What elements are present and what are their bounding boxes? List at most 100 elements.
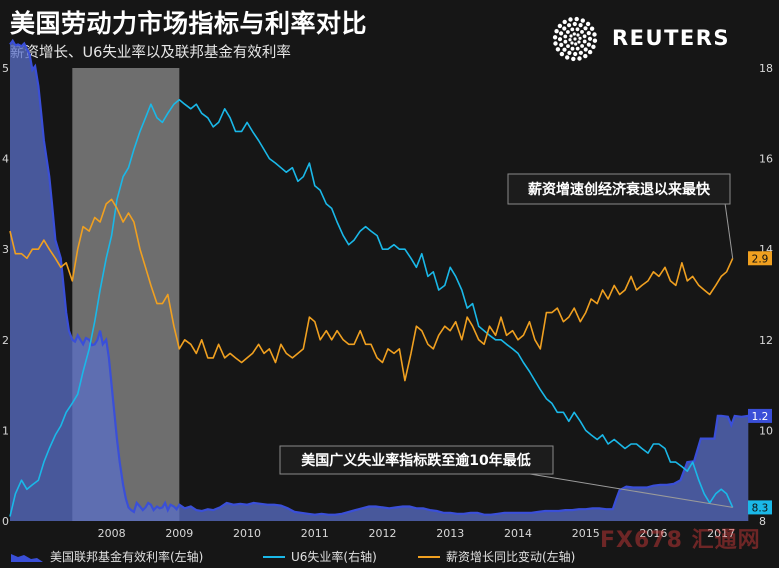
logo-dot	[566, 30, 570, 34]
left-axis-tick-5: 5	[2, 62, 9, 75]
series-line-u6	[9, 98, 734, 517]
logo-dot	[563, 39, 568, 44]
logo-dot	[567, 50, 572, 56]
logo-dot	[574, 16, 579, 22]
logo-dot	[572, 32, 576, 36]
logo-dot	[576, 33, 580, 37]
logo-dot	[568, 38, 572, 42]
logo-dot	[571, 56, 576, 62]
logo-dot	[555, 47, 561, 52]
right-axis-tick-10: 10	[759, 424, 773, 437]
logo-dot	[592, 32, 597, 37]
logo-dot	[578, 23, 583, 28]
end-label-wage: 2.9	[748, 251, 772, 266]
logo-dot	[586, 42, 591, 47]
logo-dot	[575, 27, 580, 32]
logo-dot	[570, 27, 575, 32]
reuters-logo-text: REUTERS	[612, 26, 731, 50]
chart-subtitle: 薪资增长、U6失业率以及联邦基金有效利率	[10, 45, 291, 61]
logo-dot	[582, 39, 587, 44]
logo-dot	[577, 40, 581, 44]
right-axis-tick-18: 18	[759, 62, 773, 75]
logo-dot	[557, 37, 563, 42]
end-label-fed-funds-box	[748, 408, 772, 423]
u6-swatch	[263, 555, 285, 558]
series-line-fed-funds	[9, 38, 749, 516]
logo-dot	[557, 23, 563, 29]
series-area-fed-funds	[10, 40, 749, 522]
logo-dot	[562, 26, 567, 31]
left-axis-tick-3: 3	[2, 243, 9, 256]
logo-dot	[554, 29, 559, 34]
logo-dot	[573, 51, 578, 57]
legend-label-u6: U6失业率(右轴)	[291, 550, 377, 564]
logo-dot	[586, 31, 591, 36]
x-axis-tick-2017: 2017	[707, 527, 735, 540]
logo-dot	[577, 56, 582, 61]
logo-dot	[583, 26, 588, 31]
logo-dot	[559, 31, 564, 36]
x-axis-tick-2015: 2015	[572, 527, 600, 540]
logo-dot	[582, 34, 587, 39]
logo-dot	[553, 41, 558, 46]
x-axis-tick-2008: 2008	[98, 527, 126, 540]
logo-dot	[563, 34, 568, 39]
end-label-fed-funds: 1.2	[748, 408, 772, 423]
x-axis-tick-2013: 2013	[436, 527, 464, 540]
logo-dot	[592, 38, 598, 43]
annotation-box-u6	[279, 445, 554, 475]
chart-title: 美国劳动力市场指标与利率对比	[10, 9, 368, 38]
logo-dot	[565, 55, 570, 60]
logo-dot	[570, 41, 574, 45]
logo-dot	[587, 36, 593, 41]
end-label-fed-funds-text: 1.2	[752, 411, 769, 423]
x-axis-tick-2012: 2012	[369, 527, 397, 540]
legend: 美国联邦基金有效利率(左轴) U6失业率(右轴) 薪资增长同比变动(左轴)	[8, 548, 778, 566]
logo-dot	[589, 26, 595, 31]
right-axis-tick-12: 12	[759, 334, 773, 347]
annotation-box-wage	[507, 173, 731, 205]
logo-dot	[570, 46, 575, 51]
series-line-wage	[9, 198, 734, 382]
logo-dot	[578, 50, 583, 55]
right-axis-tick-16: 16	[759, 153, 773, 166]
logo-dot	[569, 34, 573, 38]
logo-dot	[580, 30, 584, 34]
end-label-wage-text: 2.9	[752, 253, 769, 265]
logo-dot	[572, 21, 577, 27]
left-axis-tick-4: 4	[2, 153, 9, 166]
logo-dot	[568, 17, 573, 22]
left-axis-tick-2: 2	[2, 334, 9, 347]
logo-dot	[580, 44, 584, 48]
logo-dot	[587, 49, 593, 55]
logo-dot	[591, 44, 596, 49]
logo-dot	[559, 51, 565, 57]
logo-dot	[566, 44, 570, 48]
wage-swatch	[418, 555, 440, 558]
logo-dot	[552, 35, 558, 40]
end-label-u6: 8.3	[748, 500, 772, 515]
left-axis-tick-0: 0	[2, 515, 9, 528]
logo-dot	[580, 18, 585, 23]
logo-dot	[583, 47, 588, 52]
logo-dot	[559, 42, 564, 47]
legend-item-wage: 薪资增长同比变动(左轴)	[418, 548, 575, 565]
left-axis-tick-1: 1	[2, 424, 9, 437]
end-label-u6-box	[748, 500, 772, 515]
annotation-text-u6: 美国广义失业率指标跌至逾10年最低	[301, 452, 530, 469]
x-axis-tick-2010: 2010	[233, 527, 261, 540]
end-label-wage-box	[748, 251, 772, 266]
x-axis-tick-2014: 2014	[504, 527, 532, 540]
fed-funds-swatch	[11, 553, 43, 562]
annotation-text-wage: 薪资增速创经济衰退以来最快	[528, 181, 711, 198]
logo-dot	[573, 37, 577, 41]
x-axis-tick-2009: 2009	[165, 527, 193, 540]
end-label-u6-text: 8.3	[752, 502, 769, 514]
reuters-logo-icon	[552, 16, 598, 62]
reuters-logo: REUTERS	[548, 12, 729, 66]
logo-dot	[562, 47, 567, 52]
logo-dot	[575, 46, 580, 51]
x-axis-tick-2011: 2011	[301, 527, 329, 540]
logo-dot	[574, 42, 578, 46]
